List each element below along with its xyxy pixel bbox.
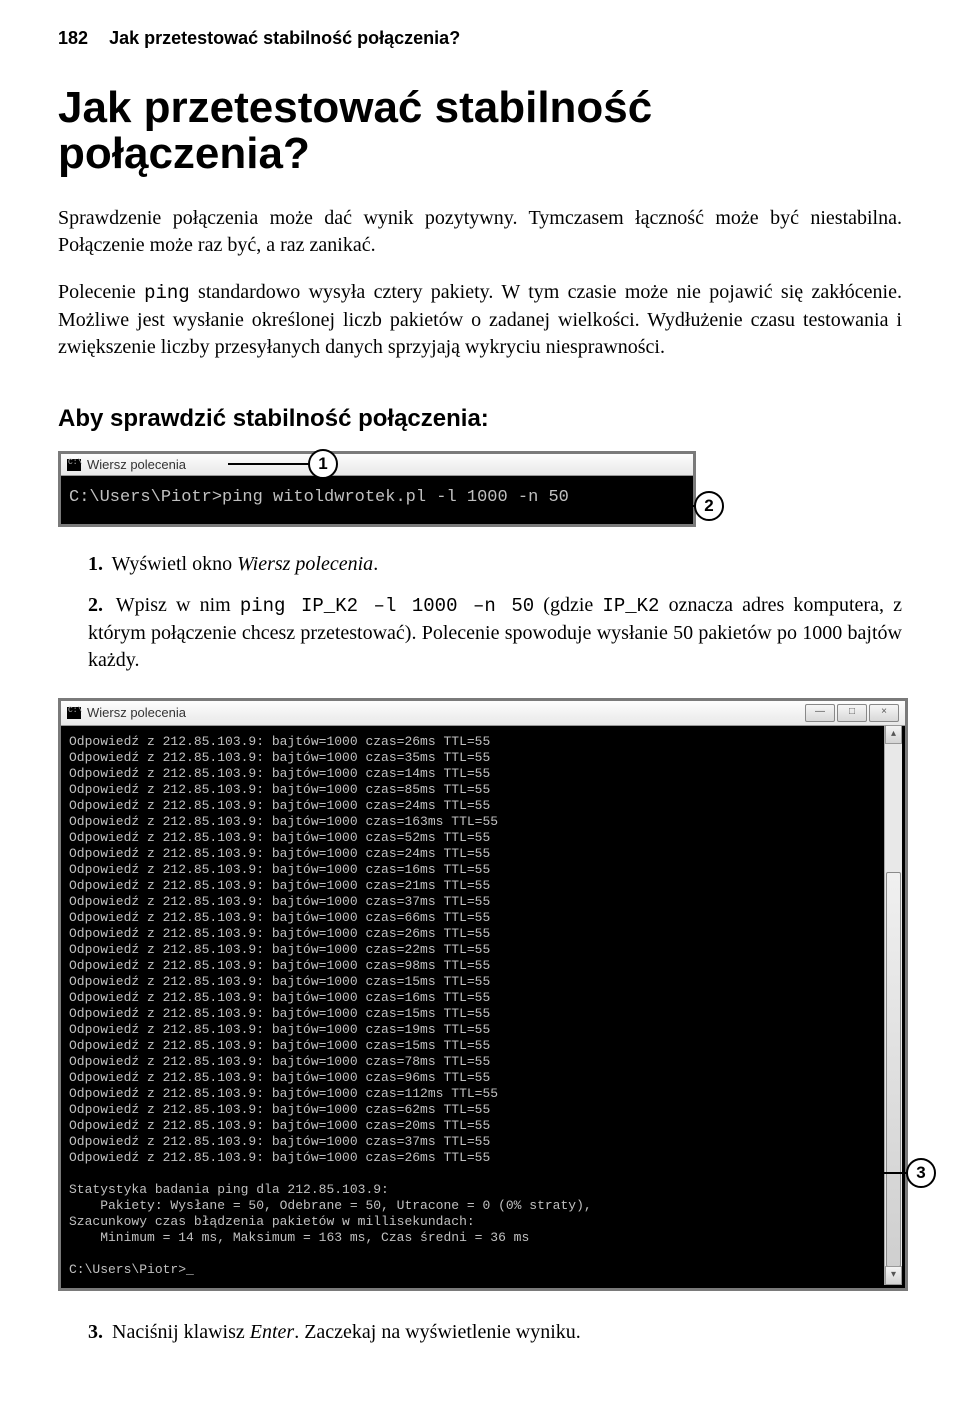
running-head: 182 Jak przetestować stabilność połączen… xyxy=(58,28,902,49)
callout-leader xyxy=(838,1172,906,1174)
step-number: 1. xyxy=(88,553,103,575)
step-number: 2. xyxy=(88,594,103,616)
emphasis: Wiersz polecenia xyxy=(237,553,373,575)
steps-list: 1. Wyświetl okno Wiersz polecenia. 2. Wp… xyxy=(58,551,902,674)
cmd-icon xyxy=(67,459,81,471)
window-title: Wiersz polecenia xyxy=(87,705,186,720)
window-titlebar: Wiersz polecenia xyxy=(61,454,693,476)
text: . xyxy=(373,553,378,575)
step-2: 2. Wpisz w nim ping IP_K2 –l 1000 –n 50 … xyxy=(88,592,902,674)
window-title: Wiersz polecenia xyxy=(87,457,186,472)
callout-3: 3 xyxy=(906,1158,936,1188)
callout-1: 1 xyxy=(308,449,338,479)
page-number: 182 xyxy=(58,28,88,48)
terminal-screenshot-1: Wiersz polecenia C:\Users\Piotr>ping wit… xyxy=(58,451,696,527)
scroll-up-icon[interactable]: ▴ xyxy=(885,725,902,744)
terminal-line: C:\Users\Piotr>ping witoldwrotek.pl -l 1… xyxy=(69,488,569,507)
steps-list-2: 3. Naciśnij klawisz Enter. Zaczekaj na w… xyxy=(58,1319,902,1346)
paragraph-1: Sprawdzenie połączenia może dać wynik po… xyxy=(58,205,902,259)
text: (gdzie xyxy=(534,594,602,616)
text: Wyświetl okno xyxy=(107,553,237,575)
terminal-output: Odpowiedź z 212.85.103.9: bajtów=1000 cz… xyxy=(61,726,905,1288)
step-3: 3. Naciśnij klawisz Enter. Zaczekaj na w… xyxy=(88,1319,902,1346)
minimize-button[interactable]: — xyxy=(805,704,835,722)
terminal-screenshot-2: Wiersz polecenia — □ × Odpowiedź z 212.8… xyxy=(58,698,908,1291)
scroll-down-icon[interactable]: ▾ xyxy=(885,1266,902,1285)
paragraph-2: Polecenie ping standardowo wysyła cztery… xyxy=(58,279,902,361)
cmd-icon xyxy=(67,707,81,719)
scroll-thumb[interactable] xyxy=(886,872,901,1267)
step-number: 3. xyxy=(88,1321,103,1343)
close-button[interactable]: × xyxy=(869,704,899,722)
running-title: Jak przetestować stabilność połączenia? xyxy=(109,28,460,48)
window-buttons: — □ × xyxy=(805,704,899,722)
section-heading: Aby sprawdzić stabilność połączenia: xyxy=(58,405,902,433)
text: . Zaczekaj na wyświetlenie wyniku. xyxy=(294,1321,581,1343)
inline-code: ping IP_K2 –l 1000 –n 50 xyxy=(240,595,534,617)
scrollbar[interactable]: ▴ ▾ xyxy=(884,725,902,1285)
callout-leader xyxy=(583,505,695,507)
callout-leader xyxy=(228,463,310,465)
callout-2: 2 xyxy=(694,491,724,521)
window-titlebar: Wiersz polecenia — □ × xyxy=(61,701,905,726)
emphasis: Enter xyxy=(250,1321,294,1343)
inline-code-ping: ping xyxy=(144,282,190,304)
terminal-output: C:\Users\Piotr>ping witoldwrotek.pl -l 1… xyxy=(61,476,693,524)
step-1: 1. Wyświetl okno Wiersz polecenia. xyxy=(88,551,902,578)
text: Polecenie xyxy=(58,281,144,303)
inline-code: IP_K2 xyxy=(602,595,659,617)
maximize-button[interactable]: □ xyxy=(837,704,867,722)
page-title: Jak przetestować stabilność połączenia? xyxy=(58,85,902,177)
scroll-track[interactable] xyxy=(885,743,902,1267)
page: 182 Jak przetestować stabilność połączen… xyxy=(0,0,960,1410)
text: Wpisz w nim xyxy=(107,594,240,616)
text: Naciśnij klawisz xyxy=(107,1321,250,1343)
